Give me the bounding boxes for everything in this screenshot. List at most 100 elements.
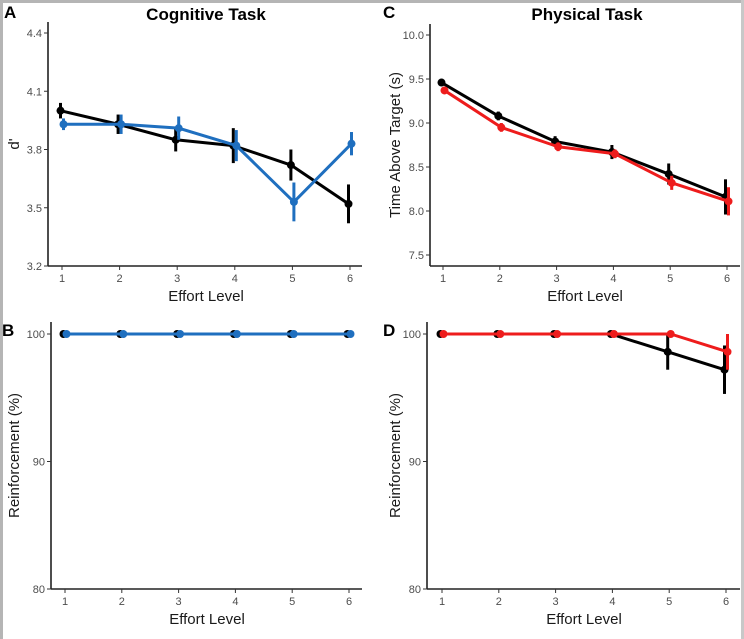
data-point-red	[610, 149, 619, 158]
x-tick-label: 3	[176, 596, 182, 608]
x-tick-label: 5	[666, 596, 672, 608]
data-point-blue	[174, 124, 183, 133]
data-point-red	[724, 197, 733, 206]
x-tick-label: 2	[497, 273, 503, 285]
y-tick-label: 9.0	[409, 118, 424, 130]
y-tick-label: 10.0	[403, 30, 424, 42]
series-line-red	[443, 332, 728, 354]
data-point-red	[439, 330, 448, 338]
series-line-black	[60, 109, 350, 206]
series-line-blue	[63, 122, 353, 204]
panel-b-plot: 80 90 100 1 2 3 4 5 6 Effort Level Reinforcement (…	[6, 322, 362, 628]
data-point-blue	[59, 120, 68, 129]
x-axis-title: Effort Level	[168, 288, 244, 305]
x-axis-title: Effort Level	[547, 288, 623, 305]
data-point-blue	[289, 197, 298, 206]
y-axis-title: d'	[6, 138, 23, 149]
panel-letter-d: D	[383, 321, 395, 340]
data-point-red	[667, 178, 676, 187]
y-tick-label: 90	[409, 457, 421, 469]
y-tick-label: 8.0	[409, 206, 424, 218]
data-point-red	[554, 142, 563, 151]
data-point-blue	[232, 141, 241, 150]
data-point-red	[496, 330, 505, 338]
x-tick-label: 5	[289, 596, 295, 608]
x-tick-label: 3	[553, 596, 559, 608]
y-tick-label: 80	[409, 584, 421, 596]
y-tick-label: 3.8	[27, 145, 42, 157]
data-point-black	[494, 111, 503, 120]
x-tick-label: 3	[174, 273, 180, 285]
data-point-red	[553, 330, 562, 338]
x-axis-title: Effort Level	[169, 611, 245, 628]
panel-letter-c: C	[383, 3, 395, 22]
data-point-black	[286, 161, 295, 170]
y-tick-label: 4.1	[27, 86, 42, 98]
x-tick-label: 2	[496, 596, 502, 608]
y-axis-title: Reinforcement (%)	[387, 393, 404, 518]
x-tick-label: 6	[723, 596, 729, 608]
y-tick-label: 4.4	[27, 28, 42, 40]
x-tick-label: 6	[346, 596, 352, 608]
data-point-black	[663, 347, 672, 356]
y-tick-label: 90	[33, 457, 45, 469]
data-point-red	[666, 330, 675, 338]
y-tick-label: 80	[33, 584, 45, 596]
data-point-black	[56, 106, 65, 115]
y-tick-label: 100	[403, 329, 421, 341]
panel-letter-b: B	[2, 321, 14, 340]
panel-a-title: Cognitive Task	[146, 5, 266, 24]
data-point-red	[609, 330, 618, 338]
y-axis-title: Time Above Target (s)	[387, 72, 404, 218]
y-axis-title: Reinforcement (%)	[6, 393, 23, 518]
window-edge-right	[741, 0, 744, 639]
x-tick-label: 1	[62, 596, 68, 608]
panel-letter-a: A	[4, 3, 16, 22]
x-tick-label: 1	[59, 273, 65, 285]
x-tick-label: 4	[610, 273, 616, 285]
data-point-black	[437, 78, 446, 87]
y-tick-label: 8.5	[409, 162, 424, 174]
series-line-black	[440, 81, 727, 199]
y-tick-label: 7.5	[409, 250, 424, 262]
y-tick-label: 3.5	[27, 203, 42, 215]
data-point-blue	[232, 330, 241, 338]
x-tick-label: 5	[667, 273, 673, 285]
x-tick-label: 6	[724, 273, 730, 285]
panel-a-plot: 3.2 3.5 3.8 4.1 4.4 1 2 3 4 5 6 Effort Level d'	[6, 22, 362, 305]
x-tick-label: 5	[289, 273, 295, 285]
window-edge-top	[0, 0, 744, 3]
data-point-blue	[119, 330, 128, 338]
x-tick-label: 4	[232, 273, 238, 285]
x-tick-label: 2	[117, 273, 123, 285]
window-edge-left	[0, 0, 3, 639]
x-tick-label: 2	[119, 596, 125, 608]
data-point-black	[344, 199, 353, 208]
x-tick-label: 3	[554, 273, 560, 285]
data-point-blue	[289, 330, 298, 338]
data-point-red	[723, 347, 732, 356]
panel-c-title: Physical Task	[531, 5, 643, 24]
series-line-red	[443, 89, 729, 203]
panel-c-plot: 7.5 8.0 8.5 9.0 9.5 10.0 1 2 3 4 5 6 Effort Level Tim…	[387, 24, 740, 305]
x-axis-title: Effort Level	[546, 611, 622, 628]
panel-d-plot: 80 90 100 1 2 3 4 5 6 Effort Level Reinforcement (…	[387, 322, 740, 628]
x-tick-label: 6	[347, 273, 353, 285]
data-point-blue	[346, 330, 355, 338]
x-tick-label: 4	[609, 596, 615, 608]
x-tick-label: 1	[440, 273, 446, 285]
x-tick-label: 1	[439, 596, 445, 608]
data-point-blue	[117, 120, 126, 129]
y-tick-label: 100	[27, 329, 45, 341]
y-tick-label: 9.5	[409, 74, 424, 86]
x-tick-label: 4	[232, 596, 238, 608]
data-point-blue	[62, 330, 71, 338]
series-line-black	[440, 332, 725, 372]
data-point-blue	[347, 139, 356, 148]
data-point-blue	[176, 330, 185, 338]
data-point-red	[440, 86, 449, 95]
data-point-red	[497, 123, 506, 132]
y-tick-label: 3.2	[27, 261, 42, 273]
